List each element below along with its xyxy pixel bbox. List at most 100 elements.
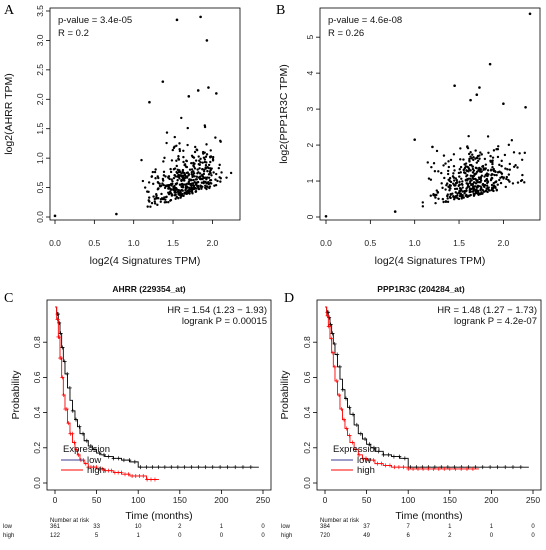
scatter-point [200,173,204,177]
scatter-point [215,172,218,176]
scatter-point [195,178,199,181]
scatter-point [455,181,458,185]
censor-mark [81,431,86,436]
scatter-point [154,177,157,180]
scatter-point [202,181,205,185]
scatter-point [437,170,440,173]
scatter-point [210,167,213,170]
scatter-point [495,147,498,151]
scatter-point [518,152,521,155]
risk-count: 37 [363,524,370,530]
y-tick-label: 2.0 [35,93,45,105]
scatter-point [205,143,208,146]
y-tick-label: 1.5 [35,123,45,135]
scatter-point [178,183,182,186]
censor-mark [94,465,99,470]
censor-mark [57,334,62,339]
scatter-point [219,177,222,180]
y-tick-label: 0.8 [32,336,42,348]
scatter-point [488,62,492,66]
scatter-point [214,178,217,181]
scatter-point [478,192,482,196]
scatter-point [481,188,485,192]
scatter-point [475,93,479,97]
scatter-point [209,160,212,164]
scatter-point [149,205,152,208]
scatter-point [187,173,191,176]
scatter-point [494,185,497,188]
scatter-point [441,197,445,201]
censor-mark [84,438,89,443]
stat-annotation: p-value = 4.6e-08 [328,15,402,26]
scatter-point [186,171,189,174]
scatter-point [481,164,485,168]
scatter-point [492,167,495,171]
y-tick-label: 3 [305,106,315,111]
censor-mark [367,442,372,447]
scatter-point [210,174,213,177]
censor-mark [121,458,126,463]
scatter-point [421,205,425,208]
scatter-point [214,183,218,187]
scatter-point [504,167,507,170]
scatter-point [164,175,167,178]
scatter-point [147,196,151,199]
scatter-point [202,152,205,155]
censor-mark [109,468,114,473]
scatter-point [442,164,445,167]
scatter-point [483,157,487,161]
scatter-point [187,95,191,98]
censor-mark [351,412,356,417]
censor-mark [132,459,137,464]
scatter-point [449,158,453,162]
scatter-point [157,176,160,180]
scatter-point [468,181,472,185]
scatter-point [469,169,472,172]
censor-mark [350,440,355,445]
scatter-point [511,182,515,185]
scatter-point [432,162,436,165]
scatter-point [170,178,173,181]
x-axis-label: log2(4 Signatures TPM) [90,255,201,267]
scatter-point [179,196,182,199]
scatter-point [444,188,447,191]
scatter-point [452,198,456,201]
scatter-point [163,201,166,204]
scatter-point [449,184,452,187]
scatter-point [458,189,461,192]
risk-count: 2 [448,533,452,539]
plot-frame [49,7,241,221]
scatter-point [453,84,456,88]
scatter-point [435,149,439,153]
scatter-point [474,149,477,152]
risk-count: 720 [320,533,331,539]
scatter-point [452,164,456,168]
scatter-point [177,155,180,158]
scatter-point [448,179,451,183]
scatter-point [115,212,118,216]
risk-count: 33 [93,524,100,530]
scatter-point [193,150,197,154]
scatter-point [461,180,464,183]
scatter-point [485,184,489,187]
legend-label-low: low [357,455,371,466]
scatter-point [457,171,461,175]
scatter-point [211,157,215,161]
scatter-point [458,168,461,171]
scatter-point [452,182,455,185]
scatter-point [465,182,468,185]
scatter-point [184,187,188,190]
x-tick-label: 0 [323,495,328,505]
scatter-point [442,154,446,157]
scatter-point [452,153,456,156]
censor-mark [447,466,452,471]
scatter-point [156,203,159,207]
censor-mark [61,393,66,397]
scatter-point [495,189,499,192]
scatter-point [500,164,503,168]
scatter-point [218,163,221,167]
scatter-point [490,177,493,180]
scatter-point [505,177,508,181]
scatter-point [178,147,181,151]
scatter-point [201,168,204,171]
